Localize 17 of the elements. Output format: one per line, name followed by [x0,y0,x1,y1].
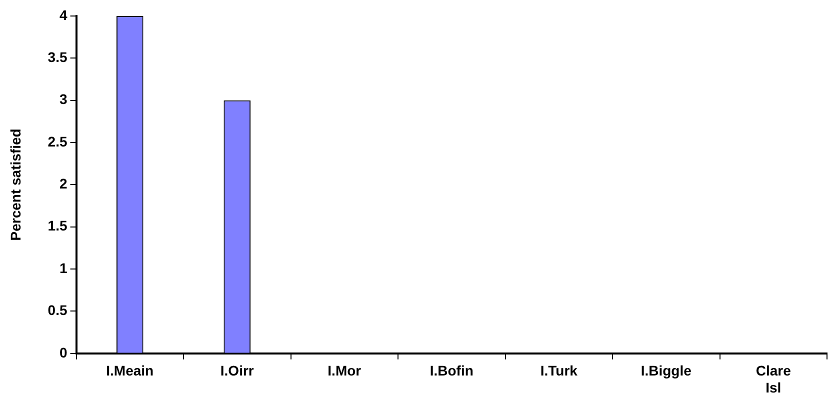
x-tick-label: I.Biggle [640,362,692,379]
x-tick-label: I.Meain [106,362,154,379]
x-tick-label: I.Mor [328,362,362,379]
x-tick-label: Clare Isl [756,362,792,396]
y-tick-label: 3 [59,91,68,108]
x-tick-label: I.Turk [540,362,578,379]
y-tick-label: 2.5 [48,133,68,150]
y-tick-label: 4 [59,6,68,23]
y-tick-label: 2 [59,176,68,192]
y-axis-title: Percent satisfied [7,128,24,241]
y-tick-label: 3.5 [48,49,68,66]
y-tick-label: 1 [59,260,68,276]
y-tick-label: 1.5 [48,218,68,234]
x-tick-label: I.Bofin [430,362,474,379]
x-tick-label: I.Oirr [220,362,254,379]
y-tick-label: 0.5 [48,302,68,318]
y-tick-label: 0 [59,344,68,360]
